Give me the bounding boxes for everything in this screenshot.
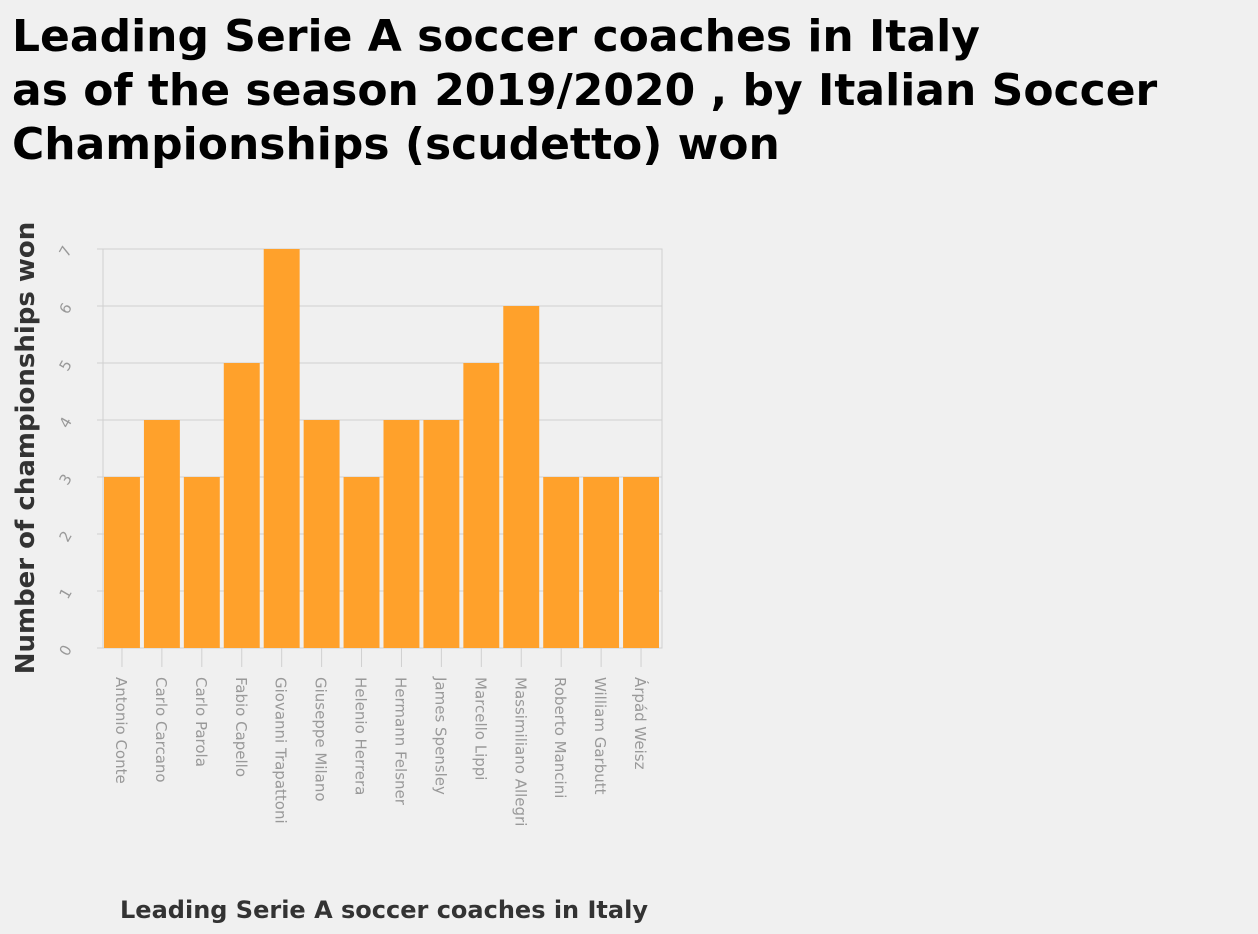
x-tick-label: Massimiliano Allegri xyxy=(511,677,529,826)
x-tick-label: Helenio Herrera xyxy=(352,677,370,795)
bar xyxy=(423,420,460,648)
y-tick-label: 2 xyxy=(55,528,75,545)
bar xyxy=(183,477,220,648)
x-tick-label: Antonio Conte xyxy=(112,677,130,784)
y-axis-ticks: 0 1 2 3 4 5 6 7 xyxy=(55,243,103,659)
y-axis-title: Number of championships won xyxy=(11,222,41,675)
y-tick-label: 1 xyxy=(55,585,75,602)
x-tick-label: Marcello Lippi xyxy=(471,677,489,780)
x-tick-label: Fabio Capello xyxy=(232,677,250,777)
x-axis-ticks: Antonio Conte Carlo Carcano Carlo Parola Fa… xyxy=(112,648,650,826)
bar xyxy=(383,420,420,648)
bar xyxy=(263,249,300,648)
bar xyxy=(463,363,500,648)
bar xyxy=(143,420,180,648)
y-tick-label: 5 xyxy=(55,357,75,374)
chart-title: Leading Serie A soccer coaches in Italy … xyxy=(12,11,1158,170)
x-tick-label: Árpád Weisz xyxy=(631,677,650,770)
x-tick-label: Roberto Mancini xyxy=(551,677,569,798)
bars xyxy=(104,249,659,648)
x-tick-label: Carlo Carcano xyxy=(152,677,170,783)
y-tick-label: 0 xyxy=(55,642,75,659)
bar xyxy=(104,477,140,648)
x-axis-title: Leading Serie A soccer coaches in Italy xyxy=(120,896,648,924)
y-tick-label: 4 xyxy=(55,414,75,431)
bar xyxy=(623,477,659,648)
y-tick-label: 6 xyxy=(55,300,75,317)
bar xyxy=(503,306,540,648)
x-tick-label: Carlo Parola xyxy=(192,677,210,767)
bar xyxy=(543,477,580,648)
bar xyxy=(303,420,340,648)
y-tick-label: 3 xyxy=(55,471,75,488)
x-tick-label: James Spensley xyxy=(431,676,449,795)
x-tick-label: William Garbutt xyxy=(591,677,609,795)
bar xyxy=(583,477,620,648)
x-tick-label: Hermann Felsner xyxy=(391,677,409,806)
x-tick-label: Giovanni Trapattoni xyxy=(272,677,290,824)
x-tick-label: Giuseppe Milano xyxy=(312,677,330,802)
bar xyxy=(223,363,260,648)
y-tick-label: 7 xyxy=(55,243,75,260)
bar xyxy=(343,477,380,648)
